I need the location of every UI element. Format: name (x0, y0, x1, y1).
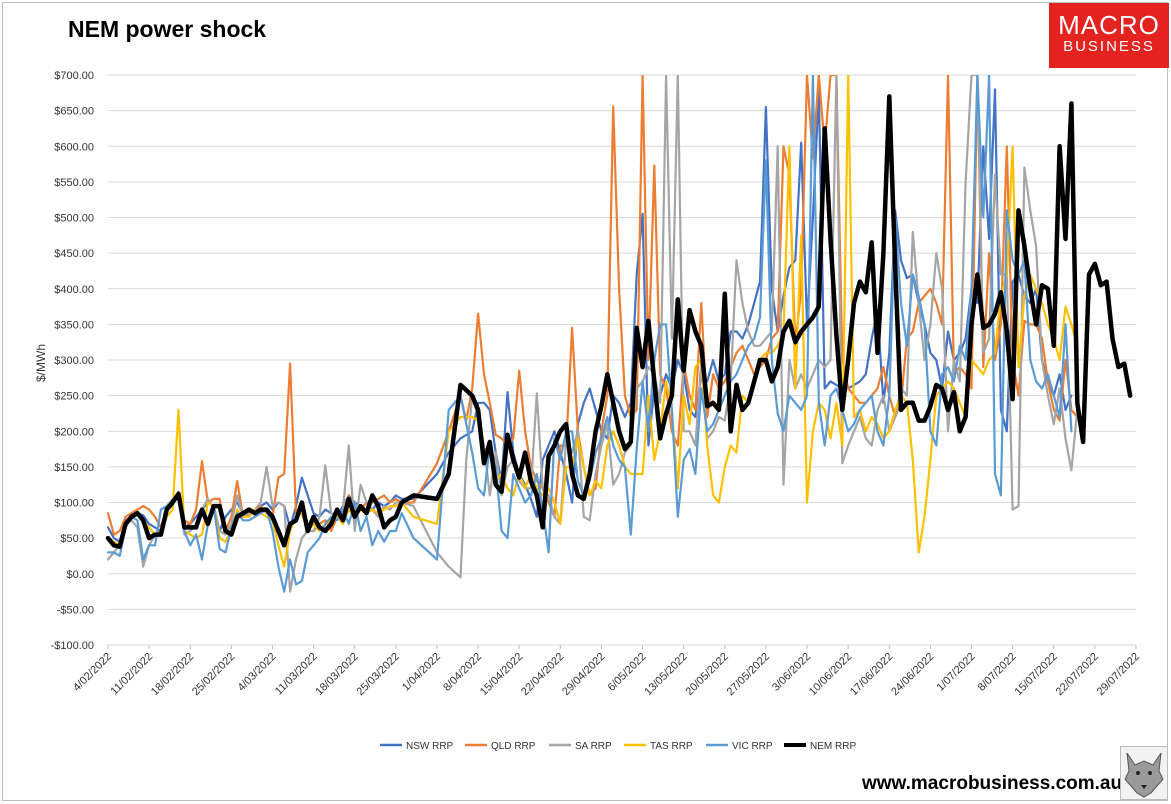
x-tick-label: 22/04/2022 (519, 651, 566, 698)
x-tick-label: 8/04/2022 (441, 651, 484, 694)
x-tick-label: 11/02/2022 (108, 651, 155, 698)
x-tick-label: 25/02/2022 (190, 651, 237, 698)
x-tick-label: 17/06/2022 (848, 651, 895, 698)
x-tick-label: 1/04/2022 (400, 651, 443, 694)
x-tick-label: 24/06/2022 (889, 651, 936, 698)
x-tick-label: 8/07/2022 (976, 651, 1019, 694)
x-tick-label: 29/07/2022 (1095, 651, 1142, 698)
y-tick-label: $550.00 (54, 177, 94, 189)
legend-label: VIC RRP (732, 741, 773, 752)
y-tick-label: $300.00 (54, 355, 94, 367)
y-tick-label: $100.00 (54, 498, 94, 510)
y-tick-label: $50.00 (60, 533, 94, 545)
y-tick-label: $350.00 (54, 319, 94, 331)
y-axis-label: $/MWh (34, 344, 48, 382)
x-tick-label: 11/03/2022 (273, 651, 320, 698)
series-lines (105, 75, 1133, 593)
x-tick-label: 3/06/2022 (770, 651, 813, 694)
y-tick-label: -$50.00 (57, 604, 94, 616)
x-tick-label: 13/05/2022 (642, 651, 689, 698)
macrobusiness-logo: MACRO BUSINESS (1049, 3, 1169, 68)
x-tick-label: 4/03/2022 (236, 651, 279, 694)
y-tick-label: $600.00 (54, 141, 94, 153)
x-tick-label: 1/07/2022 (935, 651, 978, 694)
x-tick-label: 6/05/2022 (606, 651, 649, 694)
x-tick-label: 15/07/2022 (1012, 651, 1059, 698)
x-tick-label: 27/05/2022 (725, 651, 772, 698)
legend-label: TAS RRP (650, 741, 693, 752)
y-axis: $700.00 $650.00 $600.00 $550.00 $500.00 $450.… (51, 70, 94, 652)
y-tick-label: $700.00 (54, 70, 94, 82)
x-tick-label: 18/02/2022 (149, 651, 196, 698)
y-tick-label: $200.00 (54, 426, 94, 438)
series-line-vic-rrp (106, 75, 1073, 593)
y-tick-label: -$100.00 (51, 640, 94, 652)
x-tick-label: 22/07/2022 (1054, 651, 1101, 698)
x-tick-label: 25/03/2022 (355, 651, 402, 698)
series-line-tas-rrp (106, 75, 1079, 568)
y-tick-label: $400.00 (54, 284, 94, 296)
x-tick-label: 29/04/2022 (560, 651, 607, 698)
y-tick-label: $500.00 (54, 213, 94, 225)
logo-line-business: BUSINESS (1063, 38, 1155, 55)
wolf-icon (1124, 752, 1164, 798)
website-url: www.macrobusiness.com.au (862, 773, 1123, 794)
y-tick-label: $450.00 (54, 248, 94, 260)
x-tick-label: 15/04/2022 (478, 651, 525, 698)
series-line-nem-rrp (105, 94, 1133, 549)
logo-line-macro: MACRO (1058, 10, 1160, 40)
legend-label: SA RRP (575, 741, 612, 752)
chart-title: NEM power shock (68, 16, 267, 42)
legend: NSW RRP QLD RRP SA RRP TAS RRP VIC RRP NEM RR… (380, 741, 856, 752)
legend-label: QLD RRP (491, 741, 536, 752)
x-axis: 4/02/202211/02/202218/02/202225/02/20224… (71, 645, 1142, 698)
x-tick-label: 20/05/2022 (684, 651, 731, 698)
x-tick-label: 4/02/2022 (71, 651, 114, 694)
y-tick-label: $250.00 (54, 391, 94, 403)
x-tick-label: 18/03/2022 (313, 651, 360, 698)
y-tick-label: $150.00 (54, 462, 94, 474)
wolf-logo (1120, 746, 1168, 800)
y-tick-label: $0.00 (66, 569, 94, 581)
legend-label: NSW RRP (406, 741, 454, 752)
x-tick-label: 10/06/2022 (807, 651, 854, 698)
y-tick-label: $650.00 (54, 106, 94, 118)
legend-label: NEM RRP (810, 741, 856, 752)
